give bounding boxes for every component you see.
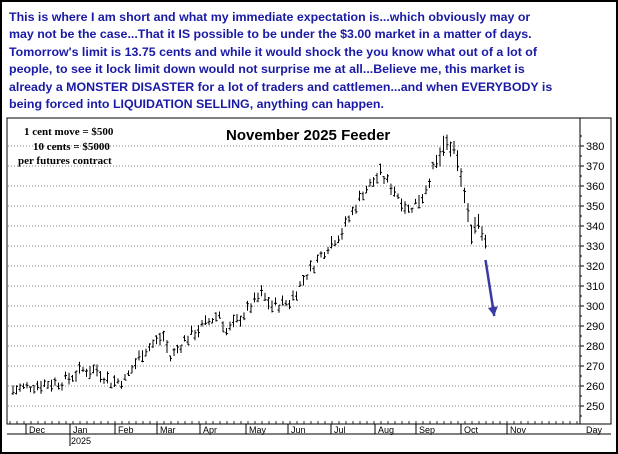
x-tick-label: Dec <box>29 425 46 435</box>
projection-arrow <box>484 259 498 317</box>
y-tick-label: 360 <box>586 181 604 193</box>
y-tick-label: 300 <box>586 301 604 313</box>
x-tick-label: Oct <box>464 425 479 435</box>
commentary-line: being forced into LIQUIDATION SELLING, a… <box>9 96 384 111</box>
y-tick-label: 320 <box>586 261 604 273</box>
grid-lines <box>8 145 580 407</box>
y-tick-label: 380 <box>586 141 604 153</box>
projection-arrowhead <box>487 306 498 316</box>
commentary-line: already a MONSTER DISASTER for a lot of … <box>9 79 553 94</box>
x-tick-label: Jul <box>334 425 346 435</box>
commentary-line: people, to see it lock limit down would … <box>9 62 525 77</box>
y-tick-label: 270 <box>586 361 604 373</box>
y-tick-label: 350 <box>586 201 604 213</box>
commentary-text: This is where I am short and what my imm… <box>9 9 609 113</box>
y-tick-label: 260 <box>586 381 604 393</box>
commentary-line: may not be the case...That it IS possibl… <box>9 27 532 42</box>
y-tick-label: 340 <box>586 221 604 233</box>
price-bars <box>11 134 487 395</box>
x-tick-label: Jan <box>73 425 88 435</box>
y-tick-label: 310 <box>586 281 604 293</box>
x-tick-label: Jun <box>291 425 306 435</box>
x-tick-label: May <box>249 425 267 435</box>
x-tick-label: Mar <box>160 425 176 435</box>
x-tick-label: Sep <box>419 425 435 435</box>
commentary-line: Tomorrow's limit is 13.75 cents and whil… <box>9 44 537 59</box>
info-line-3: per futures contract <box>18 155 112 167</box>
x-year-label: 2025 <box>71 436 91 446</box>
commentary-line: This is where I am short and what my imm… <box>9 10 531 24</box>
x-tick-label: Aug <box>378 425 394 435</box>
info-line-1: 1 cent move = $500 <box>24 126 114 138</box>
x-tick-label: Feb <box>118 425 134 435</box>
y-tick-label: 280 <box>586 341 604 353</box>
y-tick-label: 330 <box>586 241 604 253</box>
y-tick-label: 370 <box>586 161 604 173</box>
x-axis: Dec Jan Feb Mar Apr May Jun Jul Aug Sep Oct Nov <box>9 421 578 446</box>
x-tick-label: Apr <box>203 425 217 435</box>
projection-line <box>484 259 496 317</box>
x-period-label: Day <box>586 425 603 435</box>
y-tick-label: 250 <box>586 401 604 413</box>
y-tick-label: 290 <box>586 321 604 333</box>
y-axis: 250 260 270 280 290 300 310 320 330 340 350 360 370 3… <box>580 135 604 417</box>
y-axis-border <box>579 117 612 425</box>
chart-title: November 2025 Feeder <box>226 127 390 144</box>
x-tick-label: Nov <box>510 425 527 435</box>
info-line-2: 10 cents = $5000 <box>33 141 110 153</box>
